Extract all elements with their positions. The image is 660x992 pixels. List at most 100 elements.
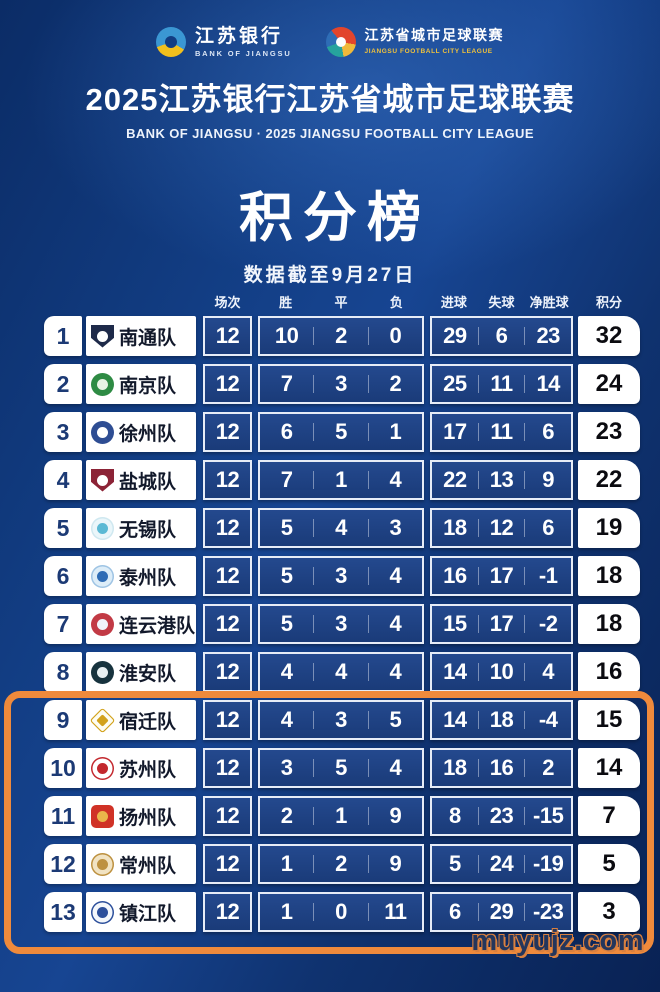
header-losses: 负: [389, 295, 403, 310]
played-cell: 12: [203, 748, 252, 788]
points-badge: 19: [578, 508, 640, 548]
standings-title: 积分榜: [239, 188, 431, 249]
team-cell: 无锡队: [86, 508, 196, 548]
team-cell: 苏州队: [86, 748, 196, 788]
rank-number: 10: [50, 754, 76, 781]
data-cutoff-note: 数据截至9月27日: [243, 265, 417, 287]
table-row: 3 徐州队 12 6 5 1 17 11 6 23: [44, 412, 640, 452]
suqian-crest-icon: [89, 706, 116, 734]
table-row: 2 南京队 12 7 3 2 25 11 14 24: [44, 364, 640, 404]
team-cell: 南通队: [86, 316, 196, 356]
played-cell: 12: [203, 412, 252, 452]
points-badge: 16: [578, 652, 640, 692]
rank-number: 8: [56, 658, 70, 685]
win-draw-loss-cell: 4 4 4: [258, 652, 424, 692]
points-value: 15: [595, 706, 623, 733]
points-value: 32: [595, 322, 623, 349]
points-value: 18: [595, 562, 623, 589]
points-badge: 24: [578, 364, 640, 404]
points-value: 18: [595, 610, 623, 637]
rank-badge: 5: [44, 508, 82, 548]
league-name-en: JIANGSU FOOTBALL CITY LEAGUE: [364, 47, 493, 55]
standings-rows: 1 南通队 12 10 2 0 29 6 23 32 2 南京队: [44, 316, 640, 940]
team-name: 常州队: [119, 855, 177, 877]
goals-cell: 18 12 6: [430, 508, 573, 548]
points-badge: 18: [578, 604, 640, 644]
team-cell: 淮安队: [86, 652, 196, 692]
team-name: 镇江队: [119, 903, 177, 925]
points-value: 22: [595, 466, 623, 493]
goals-cell: 29 6 23: [430, 316, 573, 356]
team-name: 南京队: [119, 375, 177, 397]
goals-cell: 14 10 4: [430, 652, 573, 692]
column-headers: 场次 胜 平 负 进球 失球 净胜球 积分: [44, 292, 640, 311]
played-cell: 12: [203, 796, 252, 836]
header-goals-against: 失球: [488, 295, 515, 310]
zhenjiang-crest-icon: [91, 900, 114, 924]
rank-number: 12: [50, 850, 76, 877]
rank-badge: 9: [44, 700, 82, 740]
rank-badge: 10: [44, 748, 82, 788]
goals-cell: 22 13 9: [430, 460, 573, 500]
played-cell: 12: [203, 604, 252, 644]
header-played: 场次: [214, 295, 241, 310]
team-cell: 常州队: [86, 844, 196, 884]
team-cell: 徐州队: [86, 412, 196, 452]
changzhou-crest-icon: [91, 852, 114, 876]
goals-cell: 25 11 14: [430, 364, 573, 404]
table-row: 6 泰州队 12 5 3 4 16 17 -1 18: [44, 556, 640, 596]
city-league-logo-icon: [325, 27, 356, 58]
win-draw-loss-cell: 4 3 5: [258, 700, 424, 740]
header-goal-diff: 净胜球: [529, 295, 569, 310]
played-cell: 12: [203, 556, 252, 596]
points-badge: 18: [578, 556, 640, 596]
goals-cell: 8 23 -15: [430, 796, 573, 836]
win-draw-loss-cell: 5 3 4: [258, 604, 424, 644]
rank-badge: 7: [44, 604, 82, 644]
played-cell: 12: [203, 316, 252, 356]
team-name: 盐城队: [119, 471, 177, 493]
table-row: 9 宿迁队 12 4 3 5 14 18 -4 15: [44, 700, 640, 740]
rank-badge: 11: [44, 796, 82, 836]
played-cell: 12: [203, 844, 252, 884]
team-name: 扬州队: [119, 807, 177, 829]
suzhou-crest-icon: [91, 756, 114, 780]
huaian-crest-icon: [91, 660, 114, 684]
rank-badge: 2: [44, 364, 82, 404]
points-badge: 14: [578, 748, 640, 788]
table-row: 7 连云港队 12 5 3 4 15 17 -2 18: [44, 604, 640, 644]
header-wins: 胜: [279, 295, 293, 310]
bank-name-zh: 江苏银行: [194, 25, 283, 47]
goals-cell: 18 16 2: [430, 748, 573, 788]
goals-cell: 15 17 -2: [430, 604, 573, 644]
nantong-crest-icon: [91, 324, 114, 348]
points-value: 3: [602, 898, 616, 925]
points-badge: 15: [578, 700, 640, 740]
rank-number: 9: [56, 706, 70, 733]
points-badge: 23: [578, 412, 640, 452]
team-cell: 宿迁队: [86, 700, 196, 740]
xuzhou-crest-icon: [91, 420, 114, 444]
header-draws: 平: [334, 295, 348, 310]
rank-badge: 13: [44, 892, 82, 932]
team-name: 南通队: [119, 327, 177, 349]
played-cell: 12: [203, 364, 252, 404]
goals-cell: 16 17 -1: [430, 556, 573, 596]
played-cell: 12: [203, 892, 252, 932]
points-value: 7: [602, 802, 616, 829]
bank-of-jiangsu-logo-icon: [155, 27, 186, 58]
lianyungang-crest-icon: [91, 612, 114, 636]
bank-of-jiangsu-logo: 江苏银行 BANK OF JIANGSU: [155, 25, 292, 58]
win-draw-loss-cell: 7 3 2: [258, 364, 424, 404]
wuxi-crest-icon: [91, 516, 114, 540]
rank-number: 5: [56, 514, 70, 541]
points-badge: 32: [578, 316, 640, 356]
sponsor-logos: 江苏银行 BANK OF JIANGSU 江苏省城市足球联赛 JIANGSU F…: [0, 0, 660, 58]
points-value: 24: [595, 370, 623, 397]
played-cell: 12: [203, 460, 252, 500]
team-cell: 镇江队: [86, 892, 196, 932]
rank-badge: 3: [44, 412, 82, 452]
win-draw-loss-cell: 6 5 1: [258, 412, 424, 452]
team-cell: 盐城队: [86, 460, 196, 500]
goals-cell: 14 18 -4: [430, 700, 573, 740]
